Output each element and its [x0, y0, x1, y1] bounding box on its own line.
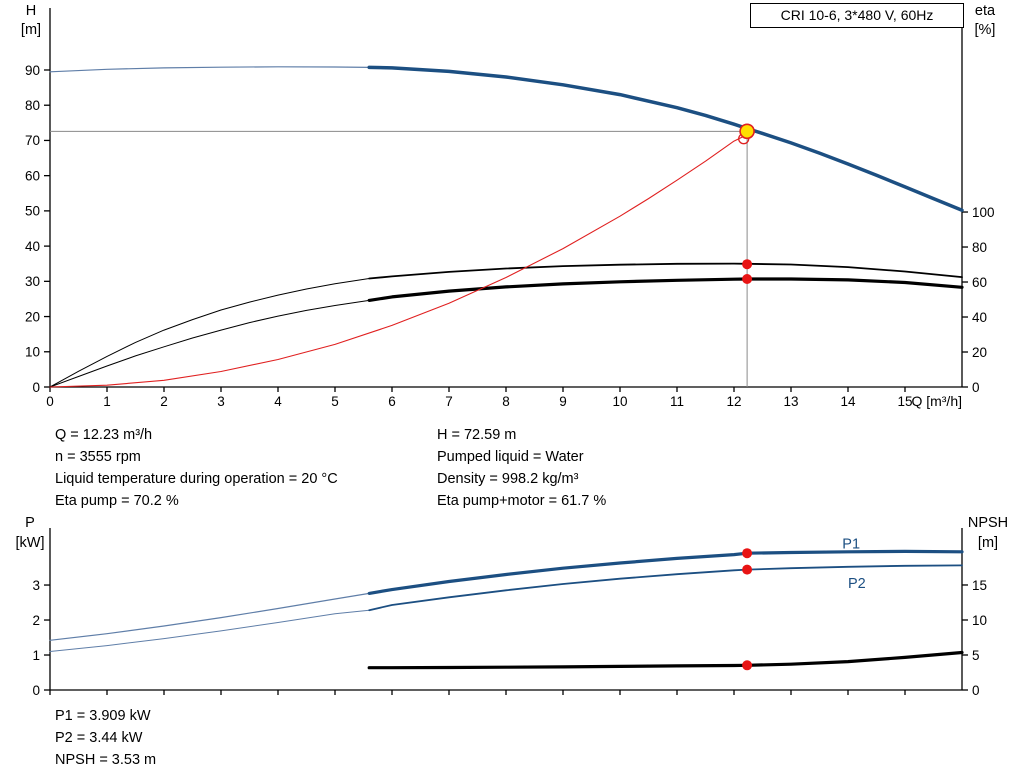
- tick-label: 0: [32, 683, 40, 698]
- eta-pump: [368, 262, 963, 280]
- tick-label: 6: [388, 394, 396, 409]
- duty-point: [739, 123, 755, 140]
- y-left-axis-label: P: [25, 515, 35, 531]
- tick-label: 3: [32, 578, 40, 593]
- tick-label: 80: [972, 240, 987, 255]
- info-line: P2 = 3.44 kW: [55, 730, 143, 746]
- eta-pump-motor-low-flow: [49, 299, 370, 388]
- y-left-axis-label: H: [26, 3, 36, 19]
- p2-low-flow: [49, 609, 370, 652]
- npsh-dot: [742, 660, 753, 671]
- eta-pump-motor-dot: [742, 274, 753, 284]
- duty-info-right: H = 72.59 m Pumped liquid = Water Density …: [437, 424, 606, 512]
- info-line: Liquid temperature during operation = 20…: [55, 471, 338, 487]
- tick-label: 0: [972, 683, 980, 698]
- series-label: P2: [848, 576, 866, 592]
- eta-pump-low-flow: [49, 278, 370, 388]
- p2-curve: [368, 564, 963, 612]
- tick-label: 7: [445, 394, 453, 409]
- tick-label: 5: [331, 394, 339, 409]
- tick-label: 30: [25, 274, 40, 289]
- tick-label: 15: [972, 578, 987, 593]
- info-line: n = 3555 rpm: [55, 449, 141, 465]
- y-right-axis-label: NPSH: [968, 515, 1008, 531]
- x-axis-label: Q [m³/h]: [911, 393, 962, 409]
- system-curve: [49, 134, 746, 388]
- tick-label: 2: [32, 613, 40, 628]
- tick-label: 0: [32, 380, 40, 395]
- h-curve-low-flow: [49, 66, 370, 73]
- info-line: NPSH = 3.53 m: [55, 752, 157, 768]
- tick-label: 3: [217, 394, 225, 409]
- tick-label: 80: [25, 98, 40, 113]
- p2-dot: [742, 564, 753, 575]
- info-line: Eta pump+motor = 61.7 %: [437, 493, 607, 509]
- tick-label: 9: [559, 394, 567, 409]
- eta-pump-motor: [367, 277, 964, 302]
- tick-label: 10: [972, 613, 987, 628]
- tick-label: 15: [897, 394, 912, 409]
- series-label: P1: [842, 536, 860, 552]
- y-left-axis-label: [kW]: [16, 535, 45, 551]
- tick-label: 10: [25, 345, 40, 360]
- y-right-axis-label: [%]: [975, 22, 996, 38]
- y-right-axis-label: [m]: [978, 535, 998, 551]
- tick-label: 13: [783, 394, 798, 409]
- y-right-axis-label: eta: [975, 3, 996, 19]
- tick-label: 1: [103, 394, 111, 409]
- tick-label: 100: [972, 205, 995, 220]
- tick-label: 8: [502, 394, 510, 409]
- tick-label: 11: [670, 394, 684, 409]
- tick-label: 60: [972, 275, 987, 290]
- power-npsh-chart: 0 1 2 3 0 5 10 15 P1 P2 P [kW] NPSH [m]: [16, 515, 1009, 698]
- p1-curve: [367, 549, 964, 596]
- pump-model-title: CRI 10-6, 3*480 V, 60Hz: [750, 3, 964, 28]
- tick-label: 90: [25, 63, 40, 78]
- tick-label: 20: [25, 309, 40, 324]
- p1-low-flow: [49, 592, 370, 641]
- tick-label: 20: [972, 345, 987, 360]
- tick-label: 1: [32, 648, 40, 663]
- p1-dot: [742, 548, 753, 559]
- y-left-axis-label: [m]: [21, 22, 41, 38]
- info-line: Density = 998.2 kg/m³: [437, 471, 579, 487]
- h-curve: [367, 65, 964, 212]
- npsh-curve: [367, 650, 964, 670]
- tick-label: 2: [160, 394, 168, 409]
- tick-label: 5: [972, 648, 980, 663]
- tick-label: 0: [46, 394, 54, 409]
- duty-info-left: Q = 12.23 m³/h n = 3555 rpm Liquid tempera…: [55, 424, 338, 512]
- info-line: Pumped liquid = Water: [437, 449, 584, 465]
- info-line: Eta pump = 70.2 %: [55, 493, 179, 509]
- tick-label: 4: [274, 394, 282, 409]
- tick-label: 50: [25, 204, 40, 219]
- info-line: P1 = 3.909 kW: [55, 708, 151, 724]
- tick-label: 14: [840, 394, 856, 409]
- tick-label: 12: [726, 394, 741, 409]
- tick-label: 60: [25, 168, 40, 183]
- info-line: H = 72.59 m: [437, 427, 517, 443]
- tick-label: 10: [612, 394, 627, 409]
- tick-label: 40: [25, 239, 40, 254]
- power-npsh-info: P1 = 3.909 kW P2 = 3.44 kW NPSH = 3.53 m: [55, 705, 156, 771]
- info-line: Q = 12.23 m³/h: [55, 427, 153, 443]
- eta-pump-dot: [742, 259, 753, 270]
- tick-label: 0: [972, 380, 980, 395]
- tick-label: 40: [972, 310, 987, 325]
- tick-label: 70: [25, 133, 40, 148]
